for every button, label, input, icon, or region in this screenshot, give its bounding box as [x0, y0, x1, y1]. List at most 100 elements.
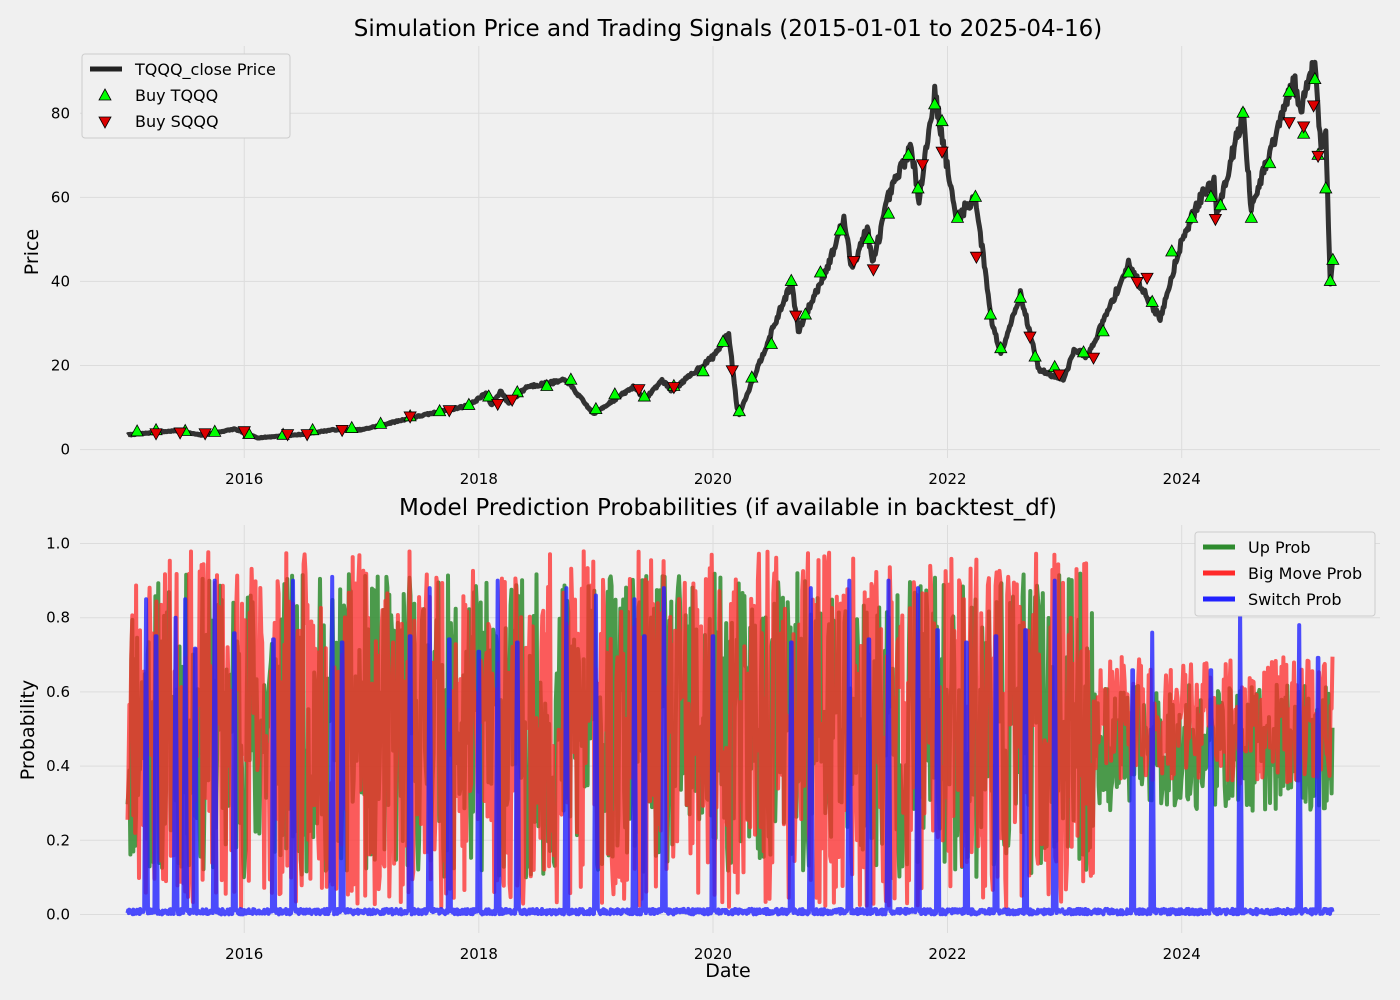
buy-tqqq-marker: [482, 389, 496, 402]
legend-buy-tqqq-label: Buy TQQQ: [135, 86, 218, 105]
buy-tqqq-marker: [1319, 181, 1333, 194]
legend-big-move-prob-label: Big Move Prob: [1248, 564, 1362, 583]
price-grid: [80, 46, 1380, 458]
buy-sqqq-marker: [969, 251, 984, 265]
buy-tqqq-marker: [1145, 294, 1159, 307]
buy-sqqq-marker: [149, 428, 163, 441]
price-y-tick-label: 80: [51, 104, 70, 122]
price-x-tick-label: 2022: [928, 470, 966, 488]
prob-x-tick-label: 2022: [928, 945, 966, 963]
price-y-tick-label: 0: [60, 441, 70, 459]
buy-sqqq-marker: [915, 159, 930, 172]
buy-tqqq-marker: [130, 424, 144, 437]
prob-y-tick-label: 0.8: [46, 609, 70, 627]
buy-tqqq-marker: [540, 378, 554, 391]
buy-tqqq-marker: [732, 403, 746, 417]
prob-legend-frame: [1194, 531, 1376, 617]
buy-tqqq-marker: [696, 363, 710, 377]
buy-sqqq-marker: [725, 365, 739, 378]
price-y-tick-label: 60: [51, 188, 70, 206]
buy-tqqq-marker: [1121, 265, 1136, 278]
buy-tqqq-marker: [935, 113, 949, 127]
buy-tqqq-marker: [462, 397, 476, 410]
prob-y-axis-label: Probability: [17, 680, 39, 780]
buy-sqqq-marker: [1311, 150, 1325, 164]
buy-sqqq-marker: [335, 425, 349, 438]
buy-sqqq-marker: [1130, 277, 1144, 290]
buy-sqqq-marker: [789, 310, 803, 323]
price-x-tick-label: 2020: [694, 470, 732, 488]
price-y-axis-label: Price: [21, 229, 43, 275]
buy-tqqq-marker: [1213, 197, 1228, 211]
buy-tqqq-marker: [745, 370, 759, 383]
switch-prob-line: [125, 574, 1335, 917]
buy-sqqq-marker: [1023, 331, 1037, 344]
buy-tqqq-marker: [968, 189, 983, 202]
buy-tqqq-marker: [813, 265, 828, 278]
buy-sqqq-marker: [1052, 369, 1066, 382]
buy-tqqq-marker: [901, 147, 916, 160]
buy-sqqq-marker: [280, 429, 295, 442]
buy-tqqq-marker: [1028, 349, 1042, 362]
price-y-tick-label: 40: [51, 272, 70, 290]
buy-tqqq-marker: [1013, 290, 1028, 303]
buy-tqqq-marker: [983, 307, 998, 320]
price-y-ticks: 0 20 40 60 80: [51, 104, 70, 458]
buy-tqqq-marker: [994, 340, 1008, 354]
buy-sqqq-marker: [632, 384, 646, 397]
buy-sqqq-marker: [173, 427, 187, 440]
prob-x-tick-label: 2016: [225, 945, 263, 963]
buy-tqqq-marker: [1282, 84, 1296, 97]
buy-tqqq-marker: [1244, 210, 1259, 223]
prob-y-tick-label: 0.0: [46, 905, 70, 923]
buy-tqqq-marker: [432, 403, 447, 417]
buy-sqqq-marker: [198, 428, 212, 441]
buy-tqqq-marker: [928, 97, 942, 110]
buy-sqqq-marker: [1296, 121, 1311, 134]
prob-y-tick-label: 0.6: [46, 683, 70, 701]
legend-buy-sqqq-marker: [98, 116, 112, 129]
prob-series: [125, 549, 1335, 917]
buy-tqqq-marker: [589, 401, 603, 415]
price-legend: TQQQ_close Price Buy TQQQ Buy SQQQ: [81, 53, 291, 139]
buy-tqqq-marker: [564, 372, 578, 385]
buy-tqqq-marker: [716, 334, 730, 347]
buy-tqqq-marker: [1323, 273, 1337, 286]
buy-sqqq-marker: [237, 426, 251, 439]
buy-sqqq-marker: [491, 398, 505, 412]
buy-tqqq-marker: [881, 206, 896, 219]
buy-sqqq-marker: [403, 411, 417, 424]
buy-sqqq-marker: [1306, 100, 1321, 113]
buy-tqqq-marker: [1165, 244, 1179, 257]
buy-tqqq-marker: [1326, 252, 1340, 265]
buy-sqqq-marker: [300, 429, 314, 442]
buy-tqqq-marker: [1236, 105, 1250, 118]
prob-x-ticks: 2016 2018 2020 2022 2024: [225, 945, 1201, 963]
legend-up-prob-label: Up Prob: [1248, 538, 1311, 557]
legend-buy-sqqq-label: Buy SQQQ: [135, 112, 219, 131]
legend-price-label: TQQQ_close Price: [134, 60, 276, 80]
buy-sqqq-marker: [1086, 352, 1101, 365]
buy-sqqq-marker: [505, 394, 519, 407]
buy-tqqq-marker: [608, 387, 622, 400]
prob-x-tick-label: 2018: [460, 945, 498, 963]
buy-tqqq-marker: [637, 389, 652, 402]
buy-sqqq-marker: [847, 256, 861, 269]
buy-tqqq-marker: [345, 420, 359, 433]
buy-tqqq-marker: [1262, 155, 1277, 169]
price-x-tick-label: 2016: [225, 470, 263, 488]
prob-y-ticks: 0.0 0.2 0.4 0.6 0.8 1.0: [46, 535, 70, 924]
prob-y-tick-label: 0.4: [46, 757, 70, 775]
prob-x-tick-label: 2024: [1163, 945, 1201, 963]
legend-buy-tqqq-marker: [98, 88, 112, 101]
price-x-tick-label: 2018: [460, 470, 498, 488]
prob-x-axis-label: Date: [705, 960, 750, 982]
prob-chart-title: Model Prediction Probabilities (if avail…: [399, 495, 1057, 521]
buy-sqqq-marker: [866, 264, 881, 277]
legend-switch-prob-label: Switch Prob: [1248, 590, 1342, 609]
price-legend-frame: [81, 53, 291, 139]
buy-tqqq-marker: [784, 273, 798, 286]
price-y-tick-label: 20: [51, 357, 70, 375]
buy-tqqq-marker: [950, 210, 965, 223]
